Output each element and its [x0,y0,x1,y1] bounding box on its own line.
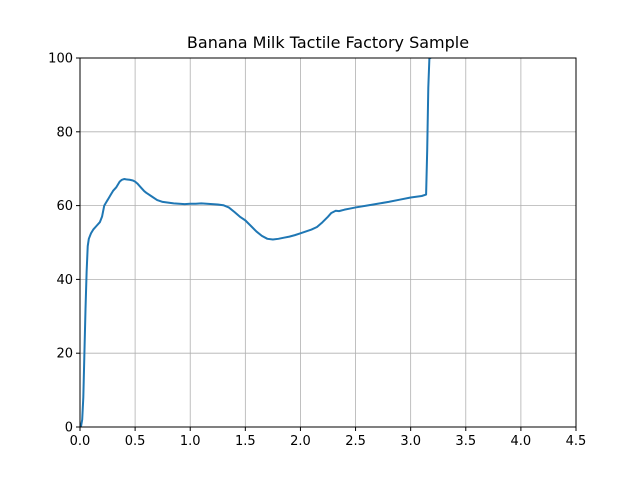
y-tick-label: 60 [56,199,73,214]
x-tick-label: 1.5 [235,434,256,449]
x-tick-label: 1.0 [180,434,201,449]
x-tick-label: 4.0 [511,434,532,449]
x-tick-label: 0.0 [70,434,91,449]
x-tick-label: 3.5 [455,434,476,449]
y-tick-label: 20 [56,347,73,362]
x-tick-label: 0.5 [125,434,146,449]
plot-area [80,58,432,427]
series-line [80,58,432,427]
y-tick-label: 100 [48,52,73,67]
y-axis: 0 20 40 60 80 100 [48,52,80,436]
x-tick-label: 2.5 [345,434,366,449]
y-tick-label: 40 [56,273,73,288]
y-tick-label: 80 [56,125,73,140]
x-tick-label: 3.0 [400,434,421,449]
x-tick-label: 2.0 [290,434,311,449]
x-axis: 0.0 0.5 1.0 1.5 2.0 2.5 3.0 3.5 4.0 4.5 [70,427,587,449]
y-tick-label: 0 [65,421,73,436]
axes-frame [79,57,577,428]
chart-title: Banana Milk Tactile Factory Sample [187,33,469,52]
x-tick-label: 4.5 [566,434,587,449]
